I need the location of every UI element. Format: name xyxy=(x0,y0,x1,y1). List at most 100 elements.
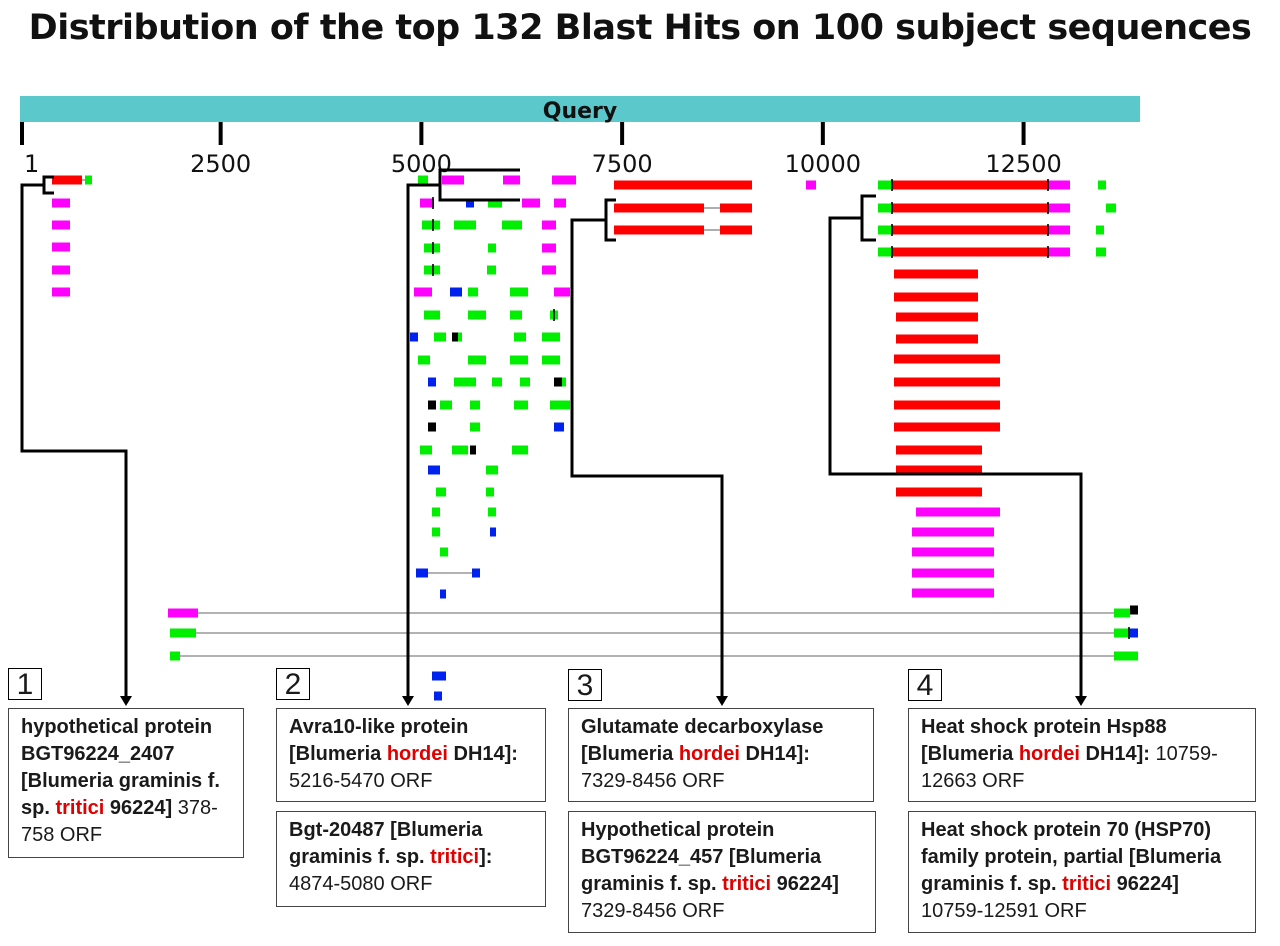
hit-segment-magenta xyxy=(414,287,432,297)
hit-segment-green xyxy=(432,507,440,517)
hit-segment-green xyxy=(468,355,486,365)
arrow-head-2 xyxy=(402,696,414,706)
hit-segment-magenta xyxy=(542,220,556,230)
orf-range: 378-758 ORF xyxy=(21,797,218,846)
hit-segment-green xyxy=(424,310,440,320)
hit-segment-magenta xyxy=(554,198,566,208)
query-axis: Query xyxy=(20,96,1140,124)
hit-segment-green xyxy=(436,487,446,497)
hit-segment-blue xyxy=(490,527,496,537)
hit-segment-red xyxy=(896,487,982,497)
protein-description: Glutamate decarboxylase [Blumeria xyxy=(581,716,824,765)
hit-segment-black xyxy=(428,400,436,410)
hit-segment-green xyxy=(424,243,440,253)
protein-description: Heat shock protein Hsp88 [Blumeria xyxy=(921,716,1167,765)
hit-segment-green xyxy=(512,445,528,455)
hit-segment-red xyxy=(892,247,1048,257)
hit-segment-green xyxy=(510,310,522,320)
hit-segment-blue xyxy=(434,691,442,701)
hit-segment-red xyxy=(894,292,978,302)
orf-range: 4874-5080 ORF xyxy=(289,873,433,895)
hit-segment-green xyxy=(452,445,468,455)
hit-segment-magenta xyxy=(912,568,994,578)
hit-segment-green xyxy=(1114,628,1130,638)
hit-segment-green xyxy=(514,400,528,410)
hit-segment-magenta xyxy=(52,265,70,275)
hit-segment-green xyxy=(422,220,440,230)
orf-range: 10759-12663 ORF xyxy=(921,743,1218,792)
hit-segment-red xyxy=(896,312,978,322)
hit-segment-black xyxy=(554,377,562,387)
protein-description: DH14]: xyxy=(1079,743,1150,765)
hit-segment-red xyxy=(894,422,1000,432)
hit-segment-green xyxy=(562,377,566,387)
axis-tick-label: 1 xyxy=(24,150,39,178)
hit-segment-red xyxy=(896,465,982,475)
annotation-box-4-2: Heat shock protein 70 (HSP70) family pro… xyxy=(908,811,1256,933)
hit-segment-green xyxy=(85,175,92,185)
hit-segment-blue xyxy=(450,287,462,297)
hit-segment-magenta xyxy=(420,198,434,208)
hit-segment-blue xyxy=(428,465,440,475)
orf-range: 10759-12591 ORF xyxy=(921,900,1087,922)
protein-description: 96224] xyxy=(771,873,839,895)
hit-segment-magenta xyxy=(1048,247,1070,257)
hit-segment-green xyxy=(510,355,528,365)
hit-segment-magenta xyxy=(52,287,70,297)
hit-segment-blue xyxy=(554,422,564,432)
hit-segment-green xyxy=(520,377,530,387)
hit-segment-green xyxy=(488,243,496,253)
hit-rows xyxy=(52,175,1138,701)
hit-segment-green xyxy=(1098,180,1106,190)
bracket-connector-4 xyxy=(828,194,1083,700)
hit-segment-green xyxy=(486,487,494,497)
protein-description: DH14]: xyxy=(447,743,518,765)
protein-description: ]: xyxy=(479,846,493,868)
hit-segment-blue xyxy=(472,568,480,578)
protein-description: Hypothetical protein BGT96224_457 [Blume… xyxy=(581,819,822,895)
hit-segment-green xyxy=(1114,608,1130,618)
hit-segment-blue xyxy=(466,198,474,208)
hit-segment-green xyxy=(434,332,446,342)
hit-segment-green xyxy=(542,355,560,365)
hit-segment-green xyxy=(486,465,498,475)
hit-segment-green xyxy=(454,377,476,387)
species-highlight: tritici xyxy=(55,797,105,819)
hit-segment-red xyxy=(614,203,704,213)
hit-segment-red xyxy=(894,377,1000,387)
species-highlight: tritici xyxy=(722,873,772,895)
protein-description: DH14]: xyxy=(739,743,810,765)
hit-segment-green xyxy=(1106,203,1116,213)
axis-tick-label: 5000 xyxy=(391,150,452,178)
page-title: Distribution of the top 132 Blast Hits o… xyxy=(28,8,1252,48)
query-label: Query xyxy=(543,99,617,124)
hit-segment-green xyxy=(1114,651,1138,661)
hit-segment-magenta xyxy=(552,175,576,185)
species-highlight: tritici xyxy=(1062,873,1112,895)
group-number-1: 1 xyxy=(8,668,42,701)
hit-segment-green xyxy=(1096,225,1104,235)
group-number-4: 4 xyxy=(908,669,942,702)
hit-segment-magenta xyxy=(503,175,520,185)
hit-segment-magenta xyxy=(806,180,816,190)
hit-segment-blue xyxy=(410,332,418,342)
hit-segment-green xyxy=(878,225,892,235)
arrow-head-3 xyxy=(716,696,728,706)
annotation-box-1-1: hypothetical protein BGT96224_2407 [Blum… xyxy=(8,708,244,858)
hit-segment-magenta xyxy=(52,220,70,230)
hit-segment-red xyxy=(896,445,982,455)
protein-description: hypothetical protein BGT96224_2407 [Blum… xyxy=(21,716,220,819)
query-bar xyxy=(20,96,1140,122)
hit-segment-green xyxy=(1096,247,1106,257)
hit-segment-red xyxy=(892,225,1048,235)
orf-range: 7329-8456 ORF xyxy=(581,770,725,792)
annotation-box-2-1: Avra10-like protein [Blumeria hordei DH1… xyxy=(276,708,546,802)
annotation-box-2-2: Bgt-20487 [Blumeria graminis f. sp. trit… xyxy=(276,811,546,907)
hit-segment-green xyxy=(468,310,486,320)
hit-segment-red xyxy=(892,203,1048,213)
hit-segment-magenta xyxy=(1048,203,1070,213)
axis-ticks: 1 2500 5000 7500 10000 12500 xyxy=(20,122,1062,178)
hit-segment-green xyxy=(440,400,452,410)
axis-tick-label: 10000 xyxy=(785,150,861,178)
